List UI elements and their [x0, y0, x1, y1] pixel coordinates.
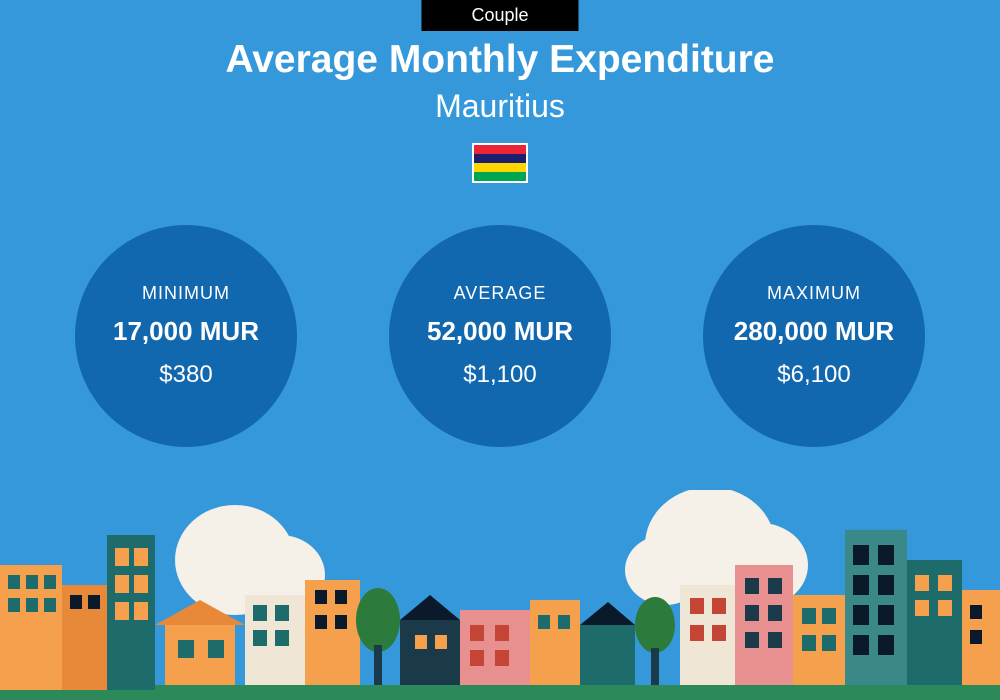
flag-stripe — [474, 163, 526, 172]
stat-label: MAXIMUM — [767, 283, 861, 304]
stat-average: AVERAGE 52,000 MUR $1,100 — [389, 225, 611, 447]
category-badge: Couple — [421, 0, 578, 31]
stat-usd: $380 — [159, 361, 212, 389]
stat-value: 17,000 MUR — [113, 316, 259, 347]
stat-value: 52,000 MUR — [427, 316, 573, 347]
stat-label: MINIMUM — [142, 283, 230, 304]
stat-usd: $1,100 — [463, 361, 536, 389]
flag-stripe — [474, 145, 526, 154]
flag-stripe — [474, 172, 526, 181]
page-title: Average Monthly Expenditure — [0, 38, 1000, 82]
stat-maximum: MAXIMUM 280,000 MUR $6,100 — [703, 225, 925, 447]
stat-minimum: MINIMUM 17,000 MUR $380 — [75, 225, 297, 447]
stat-label: AVERAGE — [454, 283, 547, 304]
stats-row: MINIMUM 17,000 MUR $380 AVERAGE 52,000 M… — [0, 225, 1000, 447]
cityscape-illustration — [0, 490, 1000, 700]
stat-value: 280,000 MUR — [734, 316, 894, 347]
country-name: Mauritius — [0, 88, 1000, 125]
flag-stripe — [474, 154, 526, 163]
stat-usd: $6,100 — [777, 361, 850, 389]
mauritius-flag-icon — [472, 143, 528, 183]
